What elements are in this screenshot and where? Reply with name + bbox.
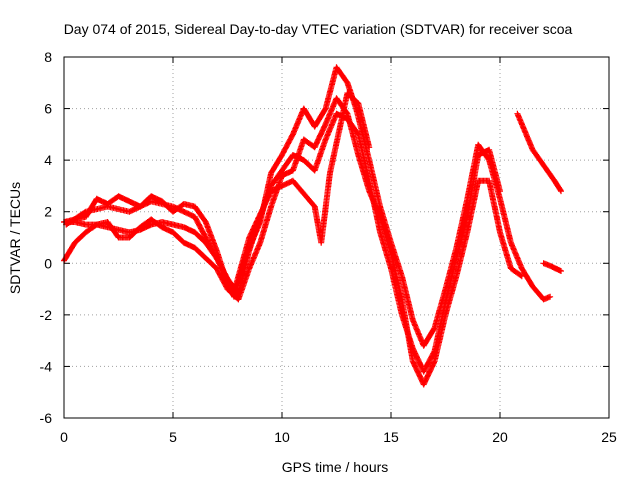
data-point-markers	[63, 90, 373, 295]
series-trace-e	[514, 110, 564, 195]
y-tick-label: -6	[40, 410, 53, 426]
y-tick-label: 8	[44, 49, 52, 65]
chart-title: Day 074 of 2015, Sidereal Day-to-day VTE…	[64, 21, 573, 37]
y-tick-label: -2	[40, 307, 53, 323]
x-axis-label: GPS time / hours	[282, 459, 389, 475]
plot-frame	[63, 56, 610, 419]
grid	[64, 57, 609, 418]
axis-ticks: 0 5 10 15 20 25 -6 -4 -2 0 2 4 6 8	[40, 49, 617, 445]
series-trace-f	[540, 260, 564, 274]
y-tick-label: 6	[44, 101, 52, 117]
data-points	[61, 64, 564, 388]
y-tick-label: 0	[44, 255, 52, 271]
x-tick-label: 0	[60, 429, 68, 445]
y-tick-label: -4	[40, 358, 53, 374]
data-point-markers	[514, 110, 564, 195]
x-tick-label: 10	[274, 429, 290, 445]
x-tick-label: 15	[383, 429, 399, 445]
y-axis-label: SDTVAR / TECUs	[7, 182, 23, 294]
x-tick-label: 20	[492, 429, 508, 445]
series-trace-d	[63, 90, 373, 295]
x-tick-label: 25	[601, 429, 617, 445]
data-point-markers	[540, 260, 564, 274]
y-tick-label: 2	[44, 204, 52, 220]
x-tick-label: 5	[169, 429, 177, 445]
y-tick-label: 4	[44, 152, 52, 168]
